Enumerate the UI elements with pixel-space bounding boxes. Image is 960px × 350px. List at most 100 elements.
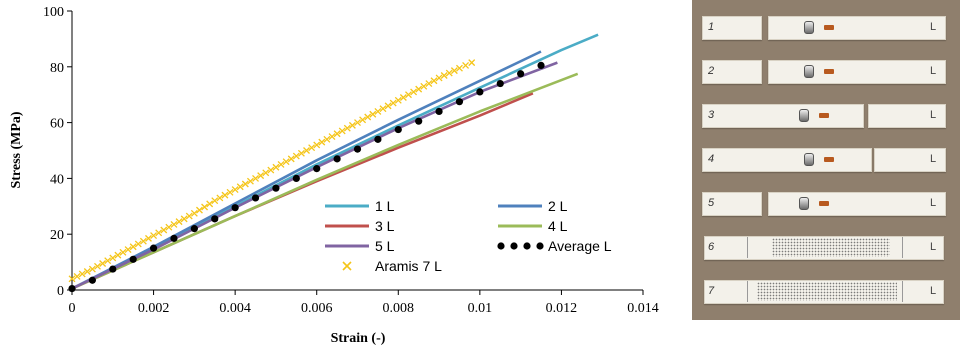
data-point bbox=[272, 163, 280, 171]
data-point bbox=[425, 80, 433, 87]
data-point bbox=[83, 268, 91, 275]
legend-label: 4 L bbox=[548, 218, 568, 234]
plot-area bbox=[71, 11, 643, 291]
data-point bbox=[364, 113, 372, 121]
data-point bbox=[308, 144, 316, 152]
tab-edge-line bbox=[902, 281, 903, 302]
data-point bbox=[149, 244, 158, 252]
data-point bbox=[292, 174, 300, 182]
y-tick-label: 100 bbox=[43, 5, 64, 20]
data-point bbox=[114, 251, 122, 259]
data-point bbox=[333, 130, 341, 138]
legend-swatch bbox=[523, 242, 531, 250]
strip-piece bbox=[768, 192, 946, 216]
data-point bbox=[175, 218, 183, 226]
strip-direction-label: L bbox=[930, 21, 937, 33]
legend-item: 3 L bbox=[325, 218, 395, 234]
data-point bbox=[374, 135, 382, 143]
data-point bbox=[195, 206, 203, 214]
tab-edge-line bbox=[747, 281, 748, 302]
data-point bbox=[129, 243, 137, 251]
strip-direction-label: L bbox=[930, 197, 937, 209]
data-point bbox=[359, 116, 367, 124]
x-tick-label: 0 bbox=[69, 301, 76, 316]
data-point bbox=[124, 246, 132, 254]
data-point bbox=[129, 255, 137, 263]
strip-piece bbox=[702, 192, 762, 216]
extensometer-clip bbox=[799, 109, 809, 122]
series-aramis-7-l bbox=[68, 59, 476, 283]
strip-piece bbox=[702, 60, 762, 84]
x-tick-label: 0.012 bbox=[546, 301, 578, 316]
strip-number: 4 bbox=[708, 153, 715, 165]
data-point bbox=[109, 265, 117, 273]
data-point bbox=[211, 215, 219, 223]
strip-number: 1 bbox=[708, 21, 715, 33]
data-point bbox=[292, 152, 300, 160]
data-point bbox=[303, 147, 310, 154]
legend-label: 3 L bbox=[375, 218, 395, 234]
legend-item: Average L bbox=[497, 238, 612, 254]
y-axis-title: Stress (MPa) bbox=[9, 111, 24, 188]
legend-item: Aramis 7 L bbox=[342, 258, 442, 274]
data-point bbox=[354, 119, 361, 127]
data-point bbox=[394, 96, 402, 104]
data-point bbox=[246, 177, 254, 185]
x-tick-label: 0.01 bbox=[468, 301, 493, 316]
legend-label: 1 L bbox=[375, 198, 395, 214]
strain-gauge bbox=[824, 25, 834, 30]
data-point bbox=[241, 180, 249, 188]
data-point bbox=[277, 160, 285, 168]
legend-item: 2 L bbox=[498, 198, 568, 214]
strip-number: 3 bbox=[708, 109, 715, 121]
data-point bbox=[139, 237, 147, 245]
x-tick-label: 0.008 bbox=[383, 301, 415, 316]
strip-direction-label: L bbox=[930, 65, 937, 77]
data-point bbox=[456, 64, 463, 72]
strip-piece bbox=[702, 104, 864, 128]
data-point bbox=[297, 149, 305, 157]
data-point bbox=[252, 174, 259, 182]
series-average-l bbox=[68, 61, 545, 293]
extensometer-clip bbox=[804, 21, 814, 34]
legend-label: Aramis 7 L bbox=[375, 258, 442, 274]
legend: 1 L 2 L 3 L 4 L 5 L Average L Aramis 7 L bbox=[325, 198, 612, 274]
x-axis-title: Strain (-) bbox=[331, 331, 386, 346]
x-tick-label: 0.004 bbox=[219, 301, 251, 316]
data-point bbox=[517, 70, 525, 78]
data-point bbox=[206, 200, 214, 208]
legend-item: 5 L bbox=[325, 238, 395, 254]
data-point bbox=[88, 265, 96, 273]
strip-piece bbox=[768, 16, 946, 40]
y-tick-label: 0 bbox=[57, 284, 64, 299]
data-point bbox=[440, 72, 448, 79]
legend-swatch bbox=[536, 242, 544, 250]
data-point bbox=[68, 285, 76, 293]
strip-piece bbox=[702, 148, 872, 172]
data-point bbox=[435, 74, 443, 82]
data-point bbox=[384, 102, 392, 110]
data-point bbox=[231, 204, 239, 212]
data-point bbox=[190, 209, 198, 217]
x-axis: 0 0.002 0.004 0.006 0.008 0.01 0.012 0.014 bbox=[69, 290, 659, 316]
data-point bbox=[226, 188, 234, 196]
data-point bbox=[462, 61, 470, 69]
speckle-pattern bbox=[757, 282, 897, 301]
data-point bbox=[109, 254, 117, 262]
data-point bbox=[88, 276, 96, 284]
legend-swatch bbox=[510, 242, 518, 250]
series-5-l bbox=[71, 61, 558, 290]
data-point bbox=[119, 248, 127, 256]
data-point bbox=[160, 226, 168, 234]
strip-direction-label: L bbox=[930, 153, 937, 165]
data-point bbox=[257, 172, 265, 180]
data-point bbox=[353, 145, 362, 153]
data-point bbox=[190, 225, 198, 233]
data-point bbox=[150, 232, 158, 240]
